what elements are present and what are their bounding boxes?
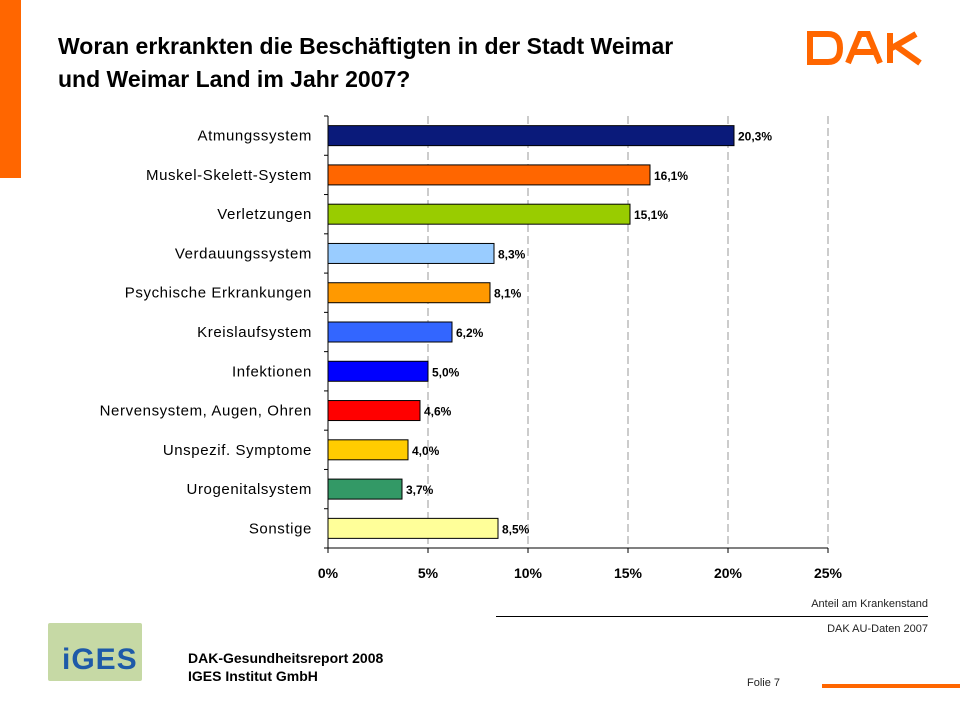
bar — [327, 164, 651, 186]
title-line-2: und Weimar Land im Jahr 2007? — [58, 66, 411, 92]
source-data: DAK AU-Daten 2007 — [827, 623, 928, 635]
category-label: Infektionen — [232, 363, 312, 380]
bar — [327, 400, 421, 422]
value-label: 8,5% — [502, 522, 530, 536]
value-label: 6,2% — [456, 326, 484, 340]
category-label: Urogenitalsystem — [187, 481, 312, 498]
report-institute: IGES Institut GmbH — [188, 668, 318, 684]
category-label: Verdauungssystem — [175, 245, 312, 262]
value-label: 4,6% — [424, 405, 452, 419]
bar — [327, 439, 409, 461]
logo-letter-d — [807, 31, 844, 65]
bar — [327, 321, 453, 343]
footer-accent-bar — [822, 684, 960, 688]
category-label: Unspezif. Symptome — [163, 442, 312, 459]
bar — [327, 360, 429, 382]
value-label: 8,1% — [494, 287, 522, 301]
bar — [327, 125, 735, 147]
accent-bar — [0, 0, 21, 178]
bar — [327, 242, 495, 264]
category-label: Kreislaufsystem — [197, 324, 312, 341]
x-tick-label: 20% — [714, 565, 743, 581]
source-label: Anteil am Krankenstand — [811, 598, 928, 610]
value-label: 8,3% — [498, 247, 526, 261]
bar — [327, 517, 499, 539]
category-label: Verletzungen — [217, 206, 312, 223]
category-label: Atmungssystem — [198, 128, 313, 145]
page-title: Woran erkrankten die Beschäftigten in de… — [58, 30, 788, 96]
footer-divider — [496, 616, 928, 617]
x-tick-label: 25% — [814, 565, 843, 581]
slide-number: Folie 7 — [747, 677, 781, 689]
x-tick-label: 10% — [514, 565, 543, 581]
category-label: Nervensystem, Augen, Ohren — [100, 403, 312, 420]
iges-logo-text: iGES — [62, 643, 138, 676]
value-label: 20,3% — [738, 130, 772, 144]
title-line-1: Woran erkrankten die Beschäftigten in de… — [58, 33, 674, 59]
x-tick-label: 15% — [614, 565, 643, 581]
bar — [327, 478, 403, 500]
bar — [327, 203, 631, 225]
category-label: Muskel-Skelett-System — [146, 167, 312, 184]
iges-logo: iGES — [48, 623, 142, 681]
value-label: 16,1% — [654, 169, 688, 183]
bar — [327, 282, 491, 304]
value-label: 15,1% — [634, 208, 668, 222]
report-info: DAK-Gesundheitsreport 2008 IGES Institut… — [188, 649, 383, 685]
value-label: 4,0% — [412, 444, 440, 458]
value-label: 5,0% — [432, 365, 460, 379]
x-tick-label: 0% — [318, 565, 339, 581]
value-label: 3,7% — [406, 483, 434, 497]
x-tick-label: 5% — [418, 565, 439, 581]
report-title: DAK-Gesundheitsreport 2008 — [188, 650, 384, 666]
dak-logo — [807, 31, 922, 66]
logo-letter-a — [845, 31, 883, 65]
category-label: Sonstige — [249, 520, 312, 537]
category-label: Psychische Erkrankungen — [125, 285, 312, 302]
logo-letter-k — [887, 31, 922, 66]
